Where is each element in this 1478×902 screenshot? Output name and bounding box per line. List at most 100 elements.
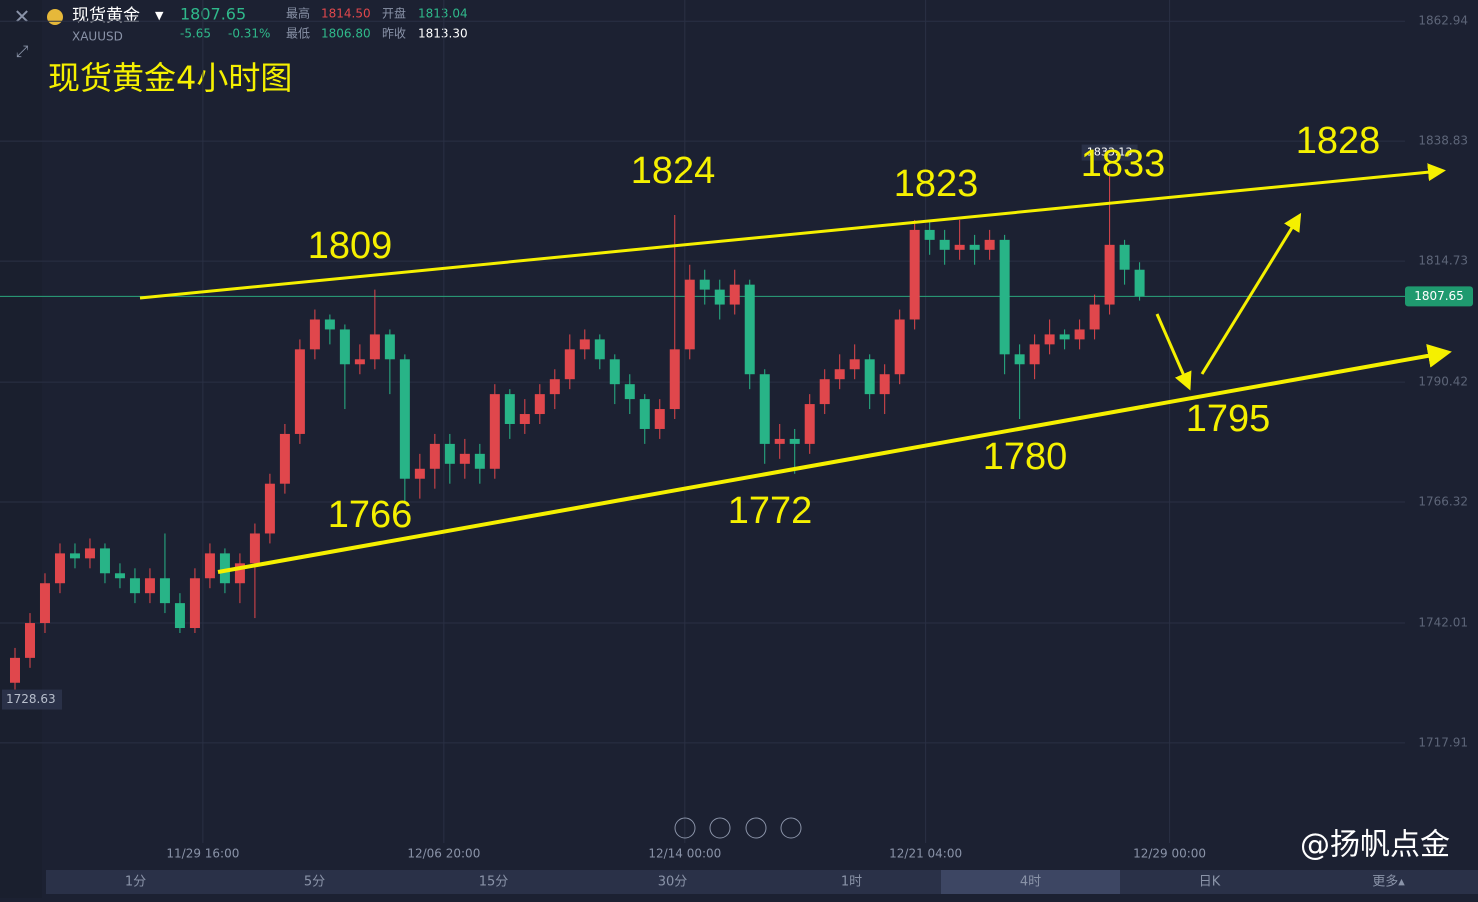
candle-body [429,443,440,469]
candle-body [654,409,665,429]
tab[interactable]: 15分 [479,875,509,890]
candle-body [984,239,995,250]
stat-label: 最低 [286,27,310,41]
candle-body [24,623,35,658]
next[interactable] [745,817,767,839]
tab[interactable]: 30分 [658,875,688,890]
stat-label: 开盘 [382,6,406,21]
gold-icon [47,9,63,25]
annotation: 1828 [1296,120,1381,162]
candle-body [819,379,830,405]
x-tick-label: 12/29 00:00 [1133,847,1206,861]
candle-body [459,453,470,464]
candle-body [204,553,215,579]
candle-body [939,239,950,250]
candle-body [849,359,860,370]
candle-body [369,334,380,360]
zoom-in[interactable] [780,817,802,839]
candle-body [954,244,965,250]
candle-body [324,319,335,330]
symbol-name[interactable]: 现货黄金 [72,6,140,26]
tab[interactable]: 4时 [1020,875,1041,890]
change-pct: -0.31% [228,27,270,41]
tab[interactable]: 更多▴ [1372,874,1405,890]
candle-body [1104,244,1115,305]
candle-body [729,284,740,305]
max-tag [1081,144,1138,161]
upper-channel [139,163,1446,300]
candle-body [759,374,770,444]
candle-body [39,583,50,624]
candle-body [219,553,230,584]
y-tick-label: 1862.94 [1418,14,1468,28]
candle-body [639,399,650,429]
prev[interactable] [709,817,731,839]
candle-body [489,394,500,469]
stat-value: 1814.50 [321,7,371,21]
stat-label: 昨收 [382,27,406,41]
candle-body [969,244,980,250]
annotation: 1809 [308,225,393,267]
min-label: 1728.63 [6,692,56,706]
candle-body [519,414,530,424]
candle-body [279,433,290,484]
y-tick-label: 1838.83 [1418,134,1468,148]
candle-body [1089,304,1100,330]
forecast-arrow [1200,212,1302,375]
candle-body [609,359,620,385]
tabs: 1分 5分 15分 30分 1时 4时 日K 更多▴ [125,870,1405,894]
active-tab [941,870,1120,894]
annotation: 1823 [894,163,979,205]
tab-bar [46,870,1478,894]
candle-body [834,369,845,380]
candle-body [264,483,275,534]
candle-body [789,438,800,444]
candle-body [339,329,350,365]
plot: 1717.91 1742.01 1766.32 1790.42 1814.73 1838.… [0,0,1473,861]
close-button[interactable]: ✕ [14,5,31,29]
zoom-out[interactable] [674,817,696,839]
candle-body [354,359,365,365]
candle-body [1134,269,1145,297]
x-tick-label: 12/21 04:00 [889,847,962,861]
candle-body [549,379,560,395]
chart-title: 现货黄金4小时图 [48,59,292,97]
zoom-controls [674,817,802,839]
tab[interactable]: 1时 [841,875,862,890]
candle-body [774,438,785,444]
tab[interactable]: 5分 [304,875,325,890]
candle-body [864,359,875,395]
candle-body [744,284,755,375]
max-label: 1833.13 [1087,146,1133,159]
candle-body [624,384,635,400]
annotation: 1766 [328,494,413,536]
candle-body [159,578,170,604]
candle-body [909,229,920,320]
tab[interactable]: 1分 [125,875,146,890]
lower-channel [217,344,1452,574]
price: 1807.65 [180,5,246,24]
toolbar [0,0,42,898]
candle-body [114,573,125,579]
tab[interactable]: 日K [1199,875,1221,890]
candle-body [384,334,395,360]
candle-body [294,349,305,434]
candle-body [309,319,320,350]
candle-body [69,553,80,559]
symbol-code: XAUUSD [72,30,123,44]
candle-body [669,349,680,410]
stat-value: 1806.80 [321,27,371,41]
pin-button[interactable]: ⤢ [16,42,29,61]
annotation: 1833 [1081,143,1166,185]
x-tick-label: 12/14 00:00 [648,847,721,861]
candle-body [474,453,485,469]
candle-body [1119,244,1130,270]
candle-body [9,657,20,683]
candle-body [924,229,935,240]
candle-body [804,404,815,444]
annotation: 1795 [1186,398,1271,440]
dropdown[interactable]: ▼ [155,9,164,22]
